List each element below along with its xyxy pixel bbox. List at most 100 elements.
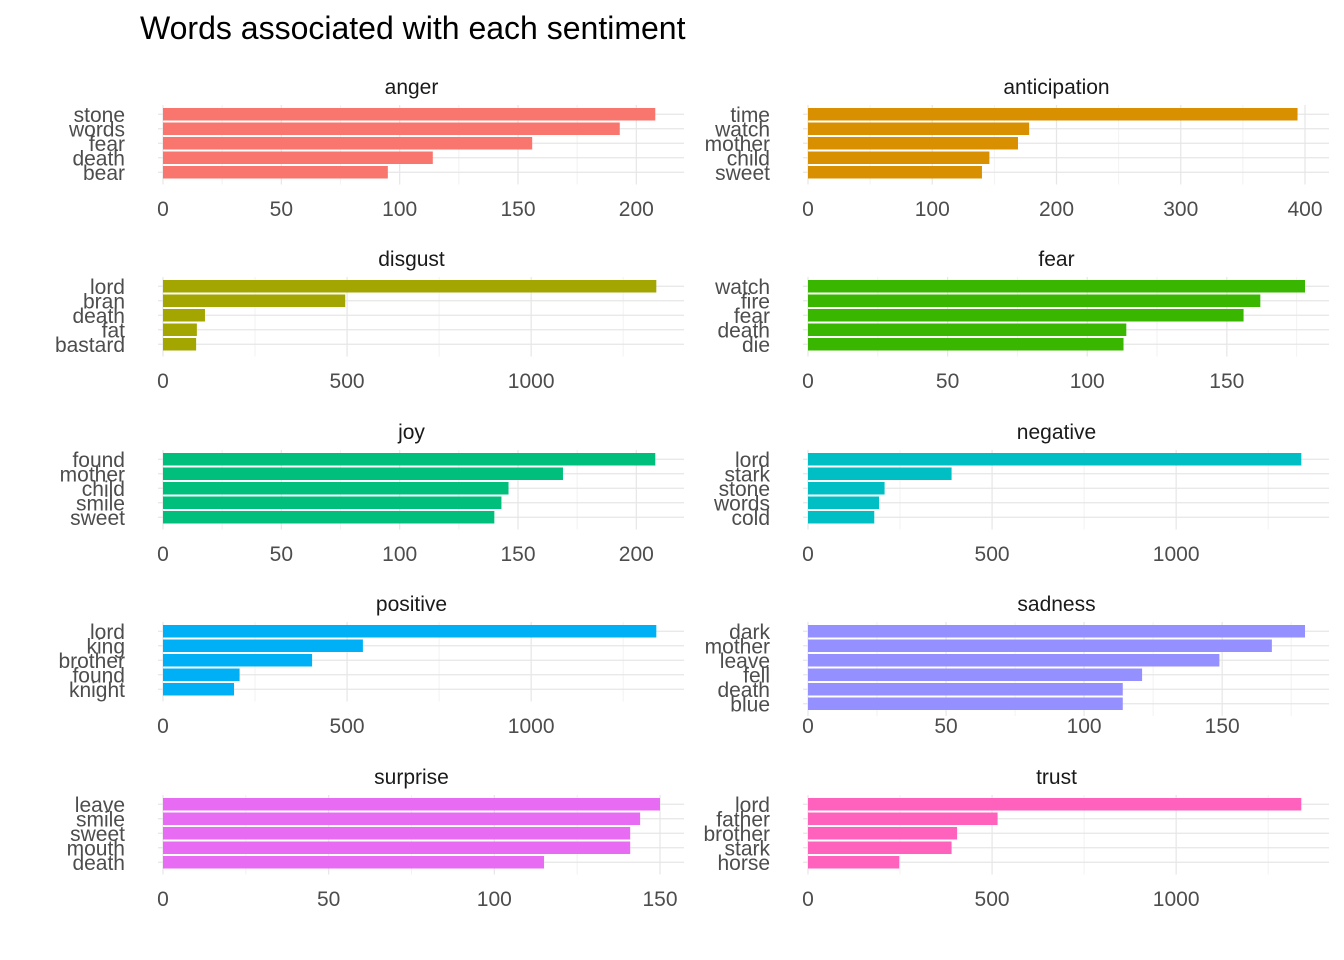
y-tick-label: sweet	[715, 162, 770, 185]
y-tick-label: child	[727, 147, 770, 170]
y-tick-label: brother	[703, 823, 770, 846]
bar-watch	[808, 280, 1305, 293]
y-tick-label: death	[72, 852, 125, 875]
x-tick-label: 1000	[508, 370, 555, 393]
y-tick-label: mouth	[67, 837, 125, 860]
bar-smile	[163, 812, 641, 825]
x-tick-label: 500	[975, 543, 1010, 566]
facet-strip-label: trust	[1036, 766, 1077, 789]
bar-father	[808, 812, 998, 825]
y-tick-label: die	[742, 334, 770, 357]
bar-stark	[808, 841, 952, 854]
y-tick-label: fear	[734, 305, 770, 328]
y-tick-label: lord	[735, 449, 770, 472]
facet-strip-label: anger	[385, 76, 439, 99]
x-tick-label: 150	[1209, 370, 1244, 393]
y-tick-label: dark	[729, 621, 770, 644]
x-tick-label: 1000	[1153, 888, 1200, 911]
y-tick-label: sweet	[70, 823, 125, 846]
y-tick-label: father	[716, 808, 770, 831]
bar-sweet	[808, 166, 982, 179]
x-tick-label: 300	[1163, 198, 1198, 221]
y-tick-label: blue	[730, 693, 770, 716]
bar-death	[808, 323, 1127, 336]
bar-cold	[808, 511, 875, 524]
x-tick-label: 400	[1287, 198, 1322, 221]
y-tick-label: death	[717, 319, 770, 342]
bar-time	[808, 108, 1298, 121]
bar-leave	[808, 654, 1220, 667]
y-tick-label: time	[730, 104, 770, 127]
y-tick-label: leave	[720, 650, 770, 673]
y-tick-label: lord	[90, 276, 125, 299]
facet-strip-label: surprise	[374, 766, 449, 789]
x-tick-label: 500	[330, 370, 365, 393]
y-tick-label: found	[72, 449, 125, 472]
x-tick-label: 150	[642, 888, 677, 911]
bar-death	[808, 683, 1123, 696]
x-tick-label: 0	[157, 198, 169, 221]
y-tick-label: fire	[741, 290, 770, 313]
x-tick-label: 50	[270, 198, 293, 221]
y-tick-label: lord	[90, 621, 125, 644]
y-tick-label: stone	[74, 104, 125, 127]
y-tick-label: bear	[83, 162, 125, 185]
y-tick-label: stark	[724, 463, 770, 486]
x-tick-label: 200	[619, 198, 654, 221]
x-tick-label: 100	[382, 198, 417, 221]
y-tick-label: words	[713, 492, 770, 515]
bar-die	[808, 338, 1124, 351]
y-tick-label: sweet	[70, 507, 125, 530]
bar-bran	[163, 294, 346, 307]
bar-king	[163, 639, 363, 652]
bar-death	[163, 856, 545, 869]
y-tick-label: fat	[102, 319, 126, 342]
y-tick-label: watch	[714, 118, 770, 141]
bar-fear	[808, 309, 1244, 322]
y-tick-label: smile	[76, 492, 125, 515]
y-tick-label: knight	[69, 679, 125, 702]
facet-strip-label: sadness	[1017, 593, 1095, 616]
x-tick-label: 100	[477, 888, 512, 911]
bar-lord	[163, 625, 657, 638]
y-tick-label: fell	[743, 664, 770, 687]
x-tick-label: 100	[915, 198, 950, 221]
facet-strip-label: positive	[376, 593, 447, 616]
bar-mother	[808, 639, 1272, 652]
y-tick-label: king	[86, 635, 125, 658]
y-tick-label: child	[82, 478, 125, 501]
bar-smile	[163, 496, 502, 509]
bar-mouth	[163, 841, 631, 854]
y-tick-label: bastard	[55, 334, 125, 357]
bar-brother	[163, 654, 313, 667]
bar-fire	[808, 294, 1261, 307]
x-tick-label: 150	[500, 543, 535, 566]
x-tick-label: 50	[317, 888, 340, 911]
x-tick-label: 500	[975, 888, 1010, 911]
x-tick-label: 500	[330, 715, 365, 738]
bar-fell	[808, 668, 1143, 681]
facet-strip-label: fear	[1038, 248, 1074, 271]
y-tick-label: mother	[60, 463, 125, 486]
x-tick-label: 150	[500, 198, 535, 221]
x-tick-label: 50	[934, 715, 957, 738]
x-tick-label: 0	[157, 543, 169, 566]
x-tick-label: 50	[936, 370, 959, 393]
x-tick-label: 0	[157, 888, 169, 911]
bar-stone	[808, 482, 885, 495]
x-tick-label: 150	[1205, 715, 1240, 738]
bar-stark	[808, 467, 952, 480]
y-tick-label: words	[68, 118, 125, 141]
bar-found	[163, 453, 656, 466]
bar-blue	[808, 697, 1123, 710]
y-tick-label: watch	[714, 276, 770, 299]
